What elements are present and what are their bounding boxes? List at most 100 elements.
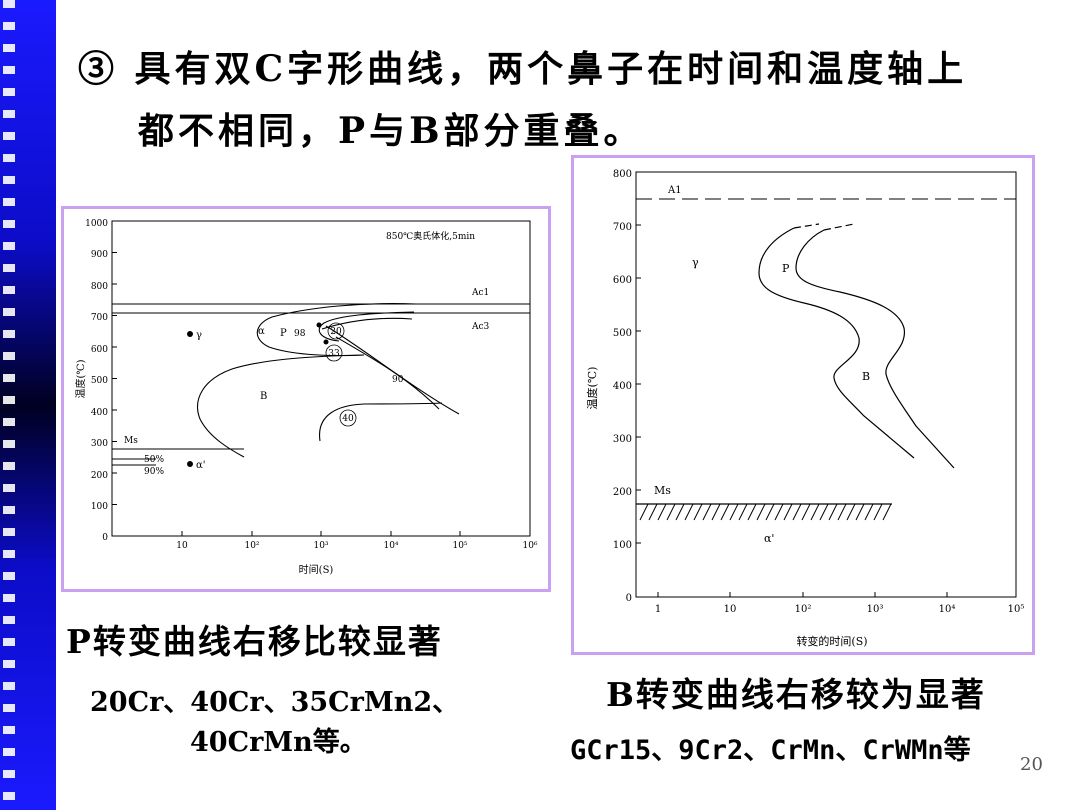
right-y-tick: 600 [613, 275, 632, 286]
gamma-dot [187, 331, 193, 337]
left-x-axis-label: 时间(S) [299, 563, 334, 576]
right-x-axis-label: 转变的时间(S) [796, 634, 867, 648]
hardness-20-circle [327, 322, 345, 340]
gamma-label: γ [196, 330, 202, 341]
b-start-curve [197, 354, 365, 458]
right-region-labels: γ P B Ms α' [654, 256, 870, 545]
left-x-tick-labels: 10 10² 10³ 10⁴ 10⁵ 10⁶ [176, 541, 538, 551]
left-ttt-diagram: 1000 900 800 700 600 500 400 300 200 100… [74, 219, 538, 576]
left-y-axis-label: 温度(℃) [74, 359, 87, 398]
p-start-curve [256, 303, 417, 357]
right-x-tick: 10⁴ [939, 604, 956, 615]
left-plot-frame [111, 220, 531, 537]
right-transformation-curves [758, 227, 955, 469]
ms-label: Ms [124, 436, 138, 446]
right-steel-list: GCr15、9Cr2、CrMn、CrWMn等 [570, 735, 971, 766]
left-dots [187, 322, 329, 467]
left-y-tick: 1000 [85, 219, 108, 229]
hardness-33-circle [325, 344, 343, 362]
b-finish-curve-90 [325, 325, 460, 415]
hardness-20-label: 20 [330, 327, 342, 337]
left-x-tick: 10² [244, 541, 259, 551]
decorative-sidebar [0, 0, 56, 810]
right-x-tick: 10⁵ [1008, 604, 1025, 615]
left-y-tick: 600 [91, 345, 108, 355]
right-y-tick: 200 [613, 487, 632, 498]
alpha-prime-dot [187, 461, 193, 467]
p-finish-curve [318, 311, 415, 342]
slide-title-line-1: ③ 具有双C字形曲线，两个鼻子在时间和温度轴上 [78, 48, 968, 90]
right-dashed-curve-tops [793, 223, 855, 231]
left-steel-list-line-2: 40CrMn等。 [190, 727, 367, 758]
hardness-40-circle [339, 409, 357, 427]
left-x-tick: 10⁵ [452, 541, 467, 551]
p-b-finish-curve [795, 229, 955, 469]
p-b-start-curve [758, 227, 915, 459]
left-y-tick: 900 [91, 250, 108, 260]
p-98-curve [321, 317, 413, 330]
right-y-tick: 700 [613, 222, 632, 233]
left-y-tick: 100 [91, 502, 108, 512]
ms-90-label: 90% [144, 467, 164, 477]
page-number: 20 [1020, 754, 1043, 775]
left-y-tick: 400 [91, 408, 108, 418]
hardness-98-label: 98 [294, 329, 306, 339]
left-y-tick: 800 [91, 282, 108, 292]
alpha-prime-label: α' [196, 460, 206, 471]
right-alpha-prime-label: α' [764, 532, 774, 545]
left-caption: P转变曲线右移比较显著 [66, 622, 443, 661]
left-y-tick: 500 [91, 376, 108, 386]
hardness-33-dot [323, 339, 329, 345]
right-x-tick: 10³ [867, 604, 884, 615]
hardness-40-label: 40 [342, 414, 354, 424]
right-y-tick: 800 [613, 169, 632, 180]
left-x-tick: 10⁴ [383, 541, 398, 551]
right-ms-label: Ms [654, 484, 671, 497]
left-diagram-panel: 1000 900 800 700 600 500 400 300 200 100… [61, 206, 551, 592]
left-region-labels: α P 98 90 B γ α' [196, 326, 404, 471]
left-x-tick: 10³ [313, 541, 328, 551]
left-y-tick: 200 [91, 471, 108, 481]
right-plot-frame [635, 171, 1017, 598]
sidebar-square-pattern [3, 0, 15, 810]
alpha-label: α [258, 326, 265, 337]
left-x-tick-marks [181, 531, 461, 536]
right-caption: B转变曲线右移较为显著 [606, 675, 986, 714]
left-transformation-curves [197, 303, 460, 458]
ac1-label: Ac1 [471, 288, 489, 298]
right-y-tick: 500 [613, 328, 632, 339]
p-region-label: P [280, 328, 287, 339]
right-x-tick: 10² [795, 604, 812, 615]
right-x-tick-labels: 1 10 10² 10³ 10⁴ 10⁵ [655, 604, 1025, 615]
left-y-tick: 300 [91, 439, 108, 449]
right-y-tick: 400 [613, 381, 632, 392]
right-p-label: P [782, 262, 790, 275]
left-y-tick-labels: 1000 900 800 700 600 500 400 300 200 100… [85, 219, 108, 543]
ms-hatching [639, 503, 892, 521]
right-y-tick-marks [636, 224, 641, 544]
left-steel-list-line-1: 20Cr、40Cr、35CrMn2、 [90, 687, 460, 718]
right-y-axis-label: 温度(℃) [585, 367, 599, 410]
left-austenitize-note: 850℃奥氏体化,5min [386, 230, 475, 242]
left-critical-lines [112, 303, 530, 466]
left-circled-hardness [325, 322, 357, 427]
slide-title-line-2: 都不相同，P与B部分重叠。 [138, 110, 644, 152]
right-x-tick-marks [657, 592, 948, 597]
right-b-label: B [862, 370, 870, 383]
b-lower-curve [319, 402, 443, 442]
right-y-tick: 100 [613, 540, 632, 551]
left-x-tick: 10⁶ [522, 541, 537, 551]
hardness-33-label: 33 [328, 349, 340, 359]
left-y-tick-marks [112, 220, 117, 505]
b-finish-curve [335, 336, 440, 410]
right-y-tick-labels: 800 700 600 500 400 300 200 100 0 [613, 169, 632, 604]
hardness-90-label: 90 [392, 375, 404, 385]
b-region-label: B [260, 391, 267, 402]
ac3-label: Ac3 [471, 322, 490, 332]
left-y-tick: 0 [102, 533, 108, 543]
right-diagram-panel: 800 700 600 500 400 300 200 100 0 1 10 1… [571, 155, 1035, 655]
ms-50-label: 50% [144, 455, 164, 465]
right-y-tick: 0 [626, 593, 632, 604]
right-x-tick: 10 [724, 604, 737, 615]
right-gamma-label: γ [692, 256, 699, 269]
